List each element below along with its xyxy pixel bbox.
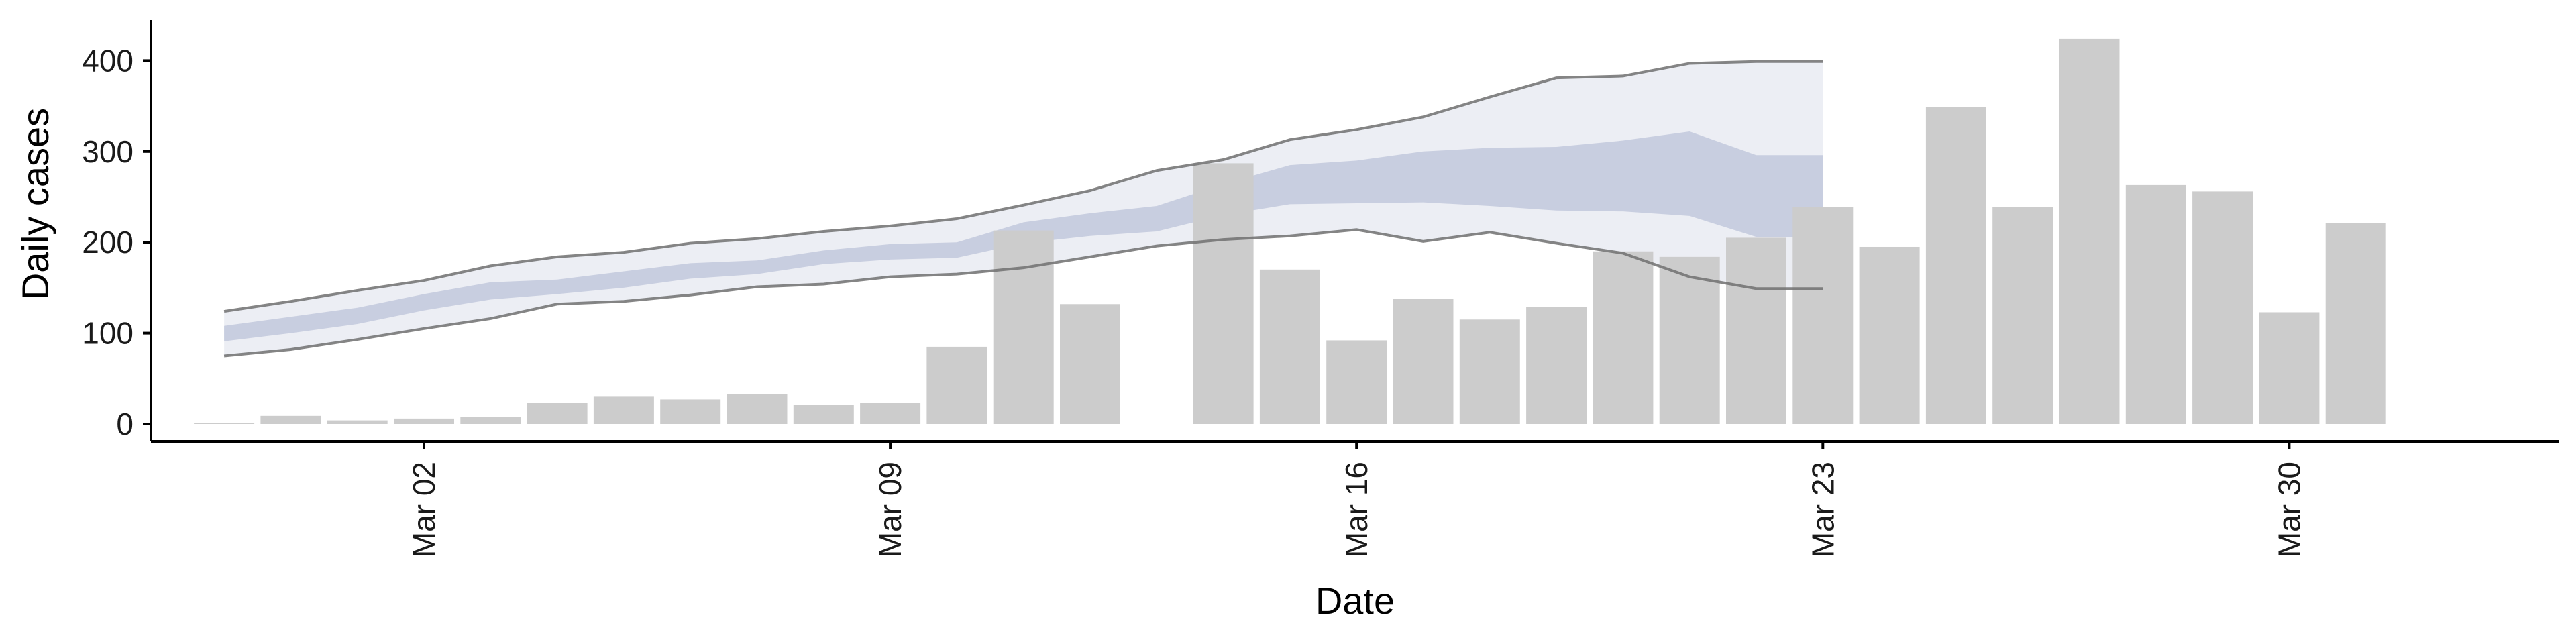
case-bar <box>1593 251 1654 424</box>
case-bar <box>2259 312 2320 424</box>
y-axis-title: Daily cases <box>14 108 56 300</box>
case-bar <box>1859 246 1920 424</box>
case-bar <box>1393 299 1454 424</box>
case-bar <box>993 230 1054 424</box>
case-bar <box>1925 107 1986 425</box>
case-bar <box>460 417 521 424</box>
y-tick-label: 100 <box>82 316 133 351</box>
case-bar <box>860 402 921 424</box>
projection-interval-lines <box>223 60 1823 358</box>
x-tick-label: Mar 02 <box>407 462 441 557</box>
case-bar <box>727 394 788 424</box>
case-bar <box>593 396 654 424</box>
case-bar <box>1992 207 2053 424</box>
case-bar <box>2125 184 2186 424</box>
upper-bound-line <box>223 60 1823 313</box>
case-bar <box>394 418 454 424</box>
case-bar <box>1659 256 1720 424</box>
x-tick-label: Mar 09 <box>873 462 908 557</box>
case-bar <box>2059 38 2120 425</box>
y-tick-label: 400 <box>82 43 133 78</box>
daily-case-bars <box>194 38 2386 425</box>
case-bar <box>1726 237 1786 424</box>
y-axis-ticks: 0 100 200 300 400 <box>82 43 151 441</box>
case-bar <box>327 420 388 424</box>
case-bar <box>1193 163 1254 425</box>
case-bar <box>1060 304 1120 424</box>
x-tick-label: Mar 30 <box>2271 462 2306 557</box>
case-bar <box>194 423 255 424</box>
x-tick-label: Mar 23 <box>1805 462 1840 557</box>
case-bar <box>2192 191 2253 424</box>
y-tick-label: 300 <box>82 134 133 169</box>
case-bar <box>260 415 321 424</box>
case-bar <box>660 399 721 424</box>
case-bar <box>1526 307 1587 424</box>
case-bar <box>926 346 987 424</box>
x-tick-label: Mar 16 <box>1339 462 1374 557</box>
y-tick-label: 200 <box>82 225 133 260</box>
y-tick-label: 0 <box>116 407 133 441</box>
case-bar <box>1259 269 1320 424</box>
case-bar <box>793 405 854 424</box>
x-axis-ticks: Mar 02 Mar 09 Mar 16 Mar 23 Mar 30 <box>407 441 2306 557</box>
lower-bound-line <box>223 228 1823 358</box>
x-axis-title: Date <box>1316 580 1395 622</box>
case-bar <box>2325 223 2386 424</box>
case-bar <box>1326 340 1387 424</box>
case-bar <box>527 402 588 424</box>
case-bar <box>1792 207 1854 424</box>
case-bar <box>1459 319 1520 424</box>
